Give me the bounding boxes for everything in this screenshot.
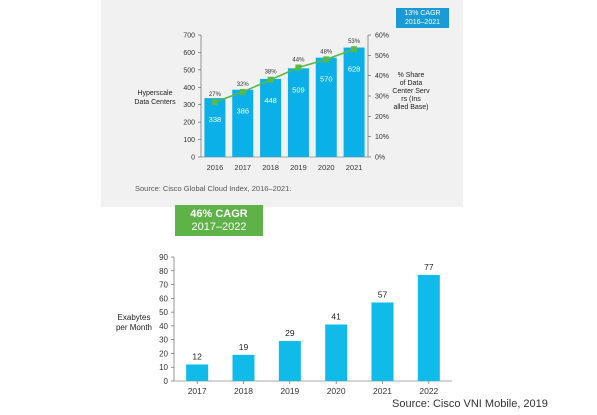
y-tick-label: 0 bbox=[191, 155, 195, 162]
y2-tick-label: 50% bbox=[375, 53, 389, 60]
bar-value-label: 448 bbox=[264, 96, 277, 105]
x-tick-label: 2022 bbox=[419, 386, 438, 396]
y2-axis-title-line: rs (Ins bbox=[401, 96, 421, 103]
cagr-badge-bottom-line1: 46% CAGR bbox=[190, 208, 248, 220]
x-tick-label: 2019 bbox=[290, 163, 307, 172]
y2-tick-label: 60% bbox=[375, 33, 389, 40]
y2-axis-title-line: alled Base) bbox=[393, 104, 428, 111]
y2-tick-label: 40% bbox=[375, 73, 389, 80]
bar-value-label: 509 bbox=[292, 85, 305, 94]
y2-axis-title-line: % Share bbox=[398, 72, 425, 79]
bar bbox=[260, 78, 282, 157]
x-tick-label: 2021 bbox=[346, 163, 363, 172]
y-tick-label: 70 bbox=[159, 281, 168, 290]
x-tick-label: 2019 bbox=[280, 386, 299, 396]
y-tick-label: 600 bbox=[183, 50, 195, 57]
top-chart-panel bbox=[101, 0, 463, 207]
y-tick-label: 40 bbox=[159, 322, 168, 331]
y-tick-label: 700 bbox=[183, 33, 195, 40]
y-tick-label: 30 bbox=[159, 336, 168, 345]
y2-axis-title-line: of Data bbox=[400, 80, 423, 87]
percent-share-label: 53% bbox=[348, 39, 361, 45]
bar bbox=[278, 341, 301, 381]
cagr-badge-bottom: 46% CAGR 2017–2022 bbox=[175, 205, 263, 236]
bar-value-label: 29 bbox=[285, 328, 295, 338]
y2-tick-label: 10% bbox=[375, 134, 389, 141]
y-tick-label: 90 bbox=[159, 253, 168, 262]
bar-value-label: 57 bbox=[378, 289, 388, 299]
percent-share-marker bbox=[323, 56, 330, 63]
y-axis-title-line: Hyperscale bbox=[137, 90, 172, 97]
bar-value-label: 12 bbox=[192, 351, 202, 361]
percent-share-label: 48% bbox=[320, 49, 333, 55]
x-tick-label: 2018 bbox=[234, 386, 253, 396]
source-bottom: Source: Cisco VNI Mobile, 2019 bbox=[392, 398, 548, 410]
bar-value-label: 19 bbox=[239, 342, 249, 352]
y2-axis-title-line: Center Serv bbox=[392, 88, 430, 95]
bar bbox=[287, 68, 309, 157]
y-tick-label: 500 bbox=[183, 67, 195, 74]
y-tick-label: 50 bbox=[159, 308, 168, 317]
percent-share-label: 27% bbox=[209, 92, 222, 98]
x-tick-label: 2017 bbox=[234, 163, 251, 172]
percent-share-marker bbox=[239, 88, 246, 95]
percent-share-label: 44% bbox=[292, 58, 305, 64]
percent-share-marker bbox=[267, 76, 274, 83]
y-tick-label: 20 bbox=[159, 349, 168, 358]
bar bbox=[371, 302, 394, 381]
y2-axis-title: % Share of Data Center Serv rs (Ins alled Ba… bbox=[392, 72, 430, 111]
bar-value-label: 338 bbox=[209, 115, 222, 124]
bar bbox=[186, 364, 209, 381]
bar bbox=[232, 89, 254, 157]
percent-share-line bbox=[214, 48, 355, 103]
cagr-badge-bottom-line2: 2017–2022 bbox=[191, 221, 247, 233]
percent-share-marker bbox=[295, 64, 302, 71]
y-tick-label: 10 bbox=[159, 363, 168, 372]
percent-share-marker bbox=[211, 99, 218, 106]
bar bbox=[315, 57, 337, 157]
y-axis-title-line: per Month bbox=[116, 323, 152, 332]
bar bbox=[232, 354, 255, 381]
bar-value-label: 628 bbox=[348, 65, 361, 74]
y-axis-title-line: Exabytes bbox=[118, 313, 151, 322]
y-tick-label: 100 bbox=[183, 137, 195, 144]
bar-value-label: 386 bbox=[236, 107, 249, 116]
percent-share-label: 38% bbox=[265, 70, 278, 76]
x-tick-label: 2016 bbox=[207, 163, 224, 172]
y2-tick-label: 0% bbox=[375, 155, 385, 162]
bar bbox=[204, 98, 226, 157]
y2-tick-label: 20% bbox=[375, 114, 389, 121]
bar-value-label: 77 bbox=[424, 262, 434, 272]
bar-value-label: 41 bbox=[331, 312, 341, 322]
y-axis-title: Hyperscale Data Centers bbox=[134, 90, 176, 106]
y-tick-label: 80 bbox=[159, 267, 168, 276]
y-tick-label: 200 bbox=[183, 120, 195, 127]
percent-share-marker bbox=[351, 46, 358, 53]
x-tick-label: 2017 bbox=[188, 386, 207, 396]
y-tick-label: 0 bbox=[164, 377, 169, 386]
y-tick-label: 60 bbox=[159, 294, 168, 303]
y-axis-title-line: Data Centers bbox=[134, 99, 176, 106]
y-axis-title: Exabytes per Month bbox=[116, 313, 152, 332]
x-tick-label: 2021 bbox=[373, 386, 392, 396]
source-top: Source: Cisco Global Cloud Index, 2016–2… bbox=[135, 184, 292, 193]
bar bbox=[417, 274, 440, 381]
y2-tick-label: 30% bbox=[375, 94, 389, 101]
bar bbox=[325, 324, 348, 381]
y-tick-label: 300 bbox=[183, 102, 195, 109]
x-tick-label: 2020 bbox=[327, 386, 346, 396]
bar bbox=[343, 47, 365, 158]
percent-share-label: 32% bbox=[237, 82, 250, 88]
y-tick-label: 400 bbox=[183, 85, 195, 92]
x-tick-label: 2020 bbox=[318, 163, 335, 172]
cagr-badge-top: 13% CAGR 2016–2021 bbox=[396, 8, 449, 28]
cagr-badge-top-line1: 13% CAGR bbox=[404, 10, 441, 17]
bar-value-label: 570 bbox=[320, 75, 333, 84]
cagr-badge-top-line2: 2016–2021 bbox=[404, 19, 441, 26]
x-tick-label: 2018 bbox=[262, 163, 279, 172]
